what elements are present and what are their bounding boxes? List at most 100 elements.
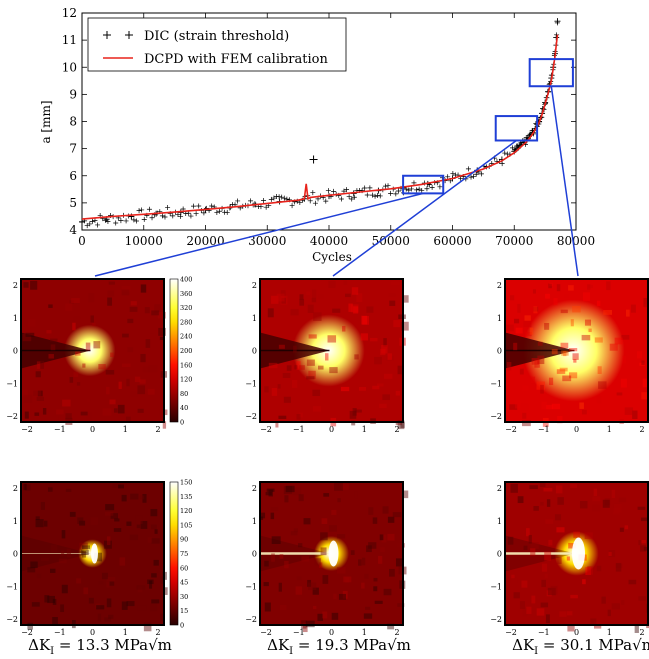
texture-cell [35,519,44,528]
texture-cell [284,561,289,569]
texture-cell [24,411,29,419]
crack-tip-hotspot [572,537,585,570]
texture-cell [632,410,638,419]
texture-cell [52,598,57,605]
panel-y-tick-label: 1 [252,314,257,323]
dic-point [403,186,409,192]
texture-cell [147,579,154,585]
panel-y-tick-label: 2 [252,281,257,290]
caption-value: = 30.1 MPa√m [538,636,649,654]
dic-point [95,222,101,228]
dic-point [367,185,373,191]
stress-panel: −2−2 −1 −1 0 0 1 1 2 2 [490,481,649,637]
texture-cell [295,586,303,595]
panel-y-tick-label: 0 [13,347,18,356]
texture-cell [319,562,323,568]
texture-cell [601,596,606,604]
crack-length-chart: 4 5 6 7 8 9 10 11 12 0 10000 20000 30000 40000 50000 6… [39,6,595,264]
texture-cell [566,611,573,616]
texture-cell [140,353,146,363]
texture-cell [609,343,618,351]
dic-point [393,191,399,197]
texture-cell [350,550,355,555]
texture-cell [380,547,385,553]
texture-cell [388,568,395,577]
texture-cell [611,603,620,610]
texture-cell [531,595,536,604]
texture-cell [114,518,120,522]
texture-cell [560,342,569,349]
texture-cell [134,376,141,383]
texture-cell [381,344,388,354]
dic-point [416,186,422,192]
crack-tip-hotspot [91,543,98,564]
panel-frame [20,481,165,626]
texture-cell [615,563,623,569]
texture-cell [137,605,147,611]
texture-cell [163,587,168,595]
texture-cell [519,368,524,375]
texture-cell [393,320,401,328]
texture-cell [93,341,101,349]
texture-cell [113,408,118,413]
colorbar-tick-label: 40 [180,404,188,412]
texture-cell [588,284,593,289]
texture-cell [533,505,539,511]
texture-cell [396,543,405,548]
texture-cell [568,348,578,352]
dic-point [89,218,95,224]
dic-point [406,187,412,193]
texture-cell [92,322,96,327]
texture-cell [545,519,554,524]
texture-cell [634,624,639,633]
texture-cell [297,543,303,548]
stress-intensity-caption: ΔKI = 19.3 MPa√m [267,636,411,657]
texture-cell [61,550,65,556]
stress-panel: −2−2 −1 −1 0 0 1 1 2 2 [6,278,168,434]
colorbar-tick-label: 280 [180,318,192,326]
texture-cell [572,353,579,360]
texture-cell [94,552,102,562]
zoom-connector-line [332,139,517,277]
texture-cell [564,294,569,299]
texture-cell [299,298,305,306]
texture-cell [56,409,64,415]
legend-label-dic: DIC (strain threshold) [144,29,289,44]
dic-point [362,185,368,191]
texture-cell [328,280,336,288]
texture-cell [88,293,95,303]
panel-x-tick-label: 0 [90,628,95,637]
texture-cell [515,327,523,334]
y-tick-label: 7 [69,142,77,156]
texture-cell [306,376,315,380]
texture-cell [23,483,27,491]
texture-cell [387,623,395,630]
texture-cell [106,536,111,546]
texture-cell [522,607,528,617]
texture-cell [523,321,532,328]
panel-frame [504,278,649,423]
y-axis-ticks: 4 5 6 7 8 9 10 11 12 [62,6,576,237]
panel-x-tick-label: −2 [21,425,33,434]
dic-point [224,209,230,215]
texture-cell [521,420,531,427]
texture-cell [510,483,518,493]
texture-cell [95,603,101,609]
dic-point [139,207,145,213]
texture-cell [44,520,48,527]
texture-cell [299,412,303,418]
y-tick-label: 12 [62,6,77,20]
texture-cell [351,287,359,295]
colorbar-tick-label: 90 [180,536,188,544]
texture-cell [333,593,337,600]
texture-cell [372,385,380,390]
texture-cell [290,531,298,536]
texture-cell [157,311,166,319]
legend-label-dcpd: DCPD with FEM calibration [144,52,328,67]
texture-cell [313,312,322,321]
texture-cell [303,518,311,525]
texture-cell [360,333,368,341]
texture-cell [613,503,622,513]
texture-cell [33,390,42,396]
texture-cell [358,387,366,391]
